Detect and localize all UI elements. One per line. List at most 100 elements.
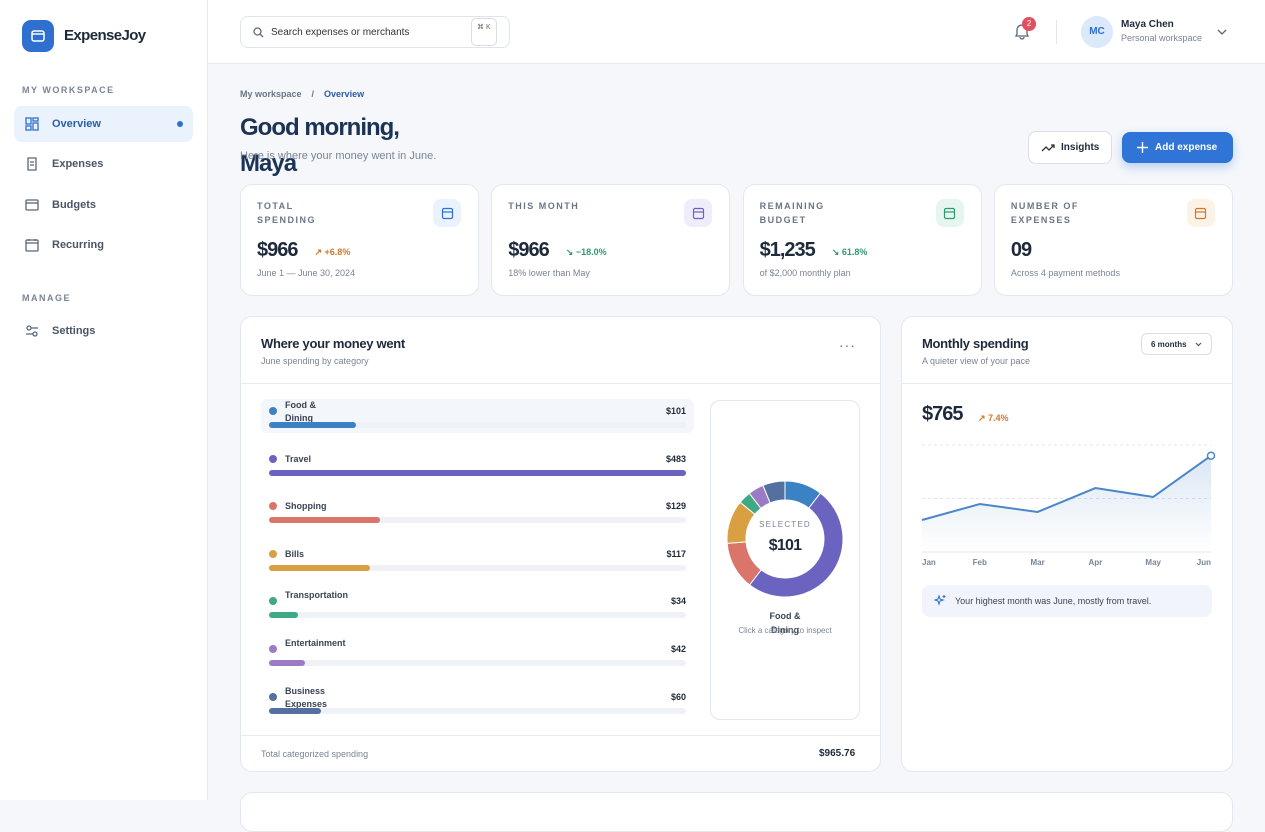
- donut-segment: [762, 480, 786, 504]
- change-value: 61.8%: [841, 247, 868, 257]
- stat-card: NUMBER OF EXPENSES 09 Across 4 payment met…: [993, 184, 1233, 296]
- greeting-subtitle: Here is where your money went in June.: [240, 150, 437, 162]
- logo: [22, 20, 54, 52]
- bar-track: [269, 422, 686, 428]
- card-title: Where your money went: [261, 336, 405, 351]
- category-value: $42: [670, 644, 686, 654]
- stat-change: ↘ 61.8%: [831, 247, 868, 257]
- bar-track: [269, 564, 686, 571]
- stat-card: REMAINING BUDGET $1,235 ↘ 61.8% of $2,000 m…: [742, 184, 982, 296]
- bar: [269, 422, 357, 428]
- brand: ExpenseJoy: [64, 27, 146, 44]
- line-chart: Jan Feb Mar Apr May Jun: [921, 444, 1216, 567]
- lower-card: [240, 792, 1233, 832]
- dot: [269, 645, 277, 653]
- range-label: 6 months: [1151, 340, 1187, 349]
- user-subtitle: Personal workspace: [1121, 33, 1203, 43]
- x-label: Jun: [1197, 558, 1211, 567]
- dot: [269, 502, 277, 511]
- category-value: $60: [670, 691, 686, 702]
- end-point: [1206, 451, 1216, 460]
- insight-note: Your highest month was June, mostly from…: [922, 585, 1212, 617]
- user-name: Maya Chen: [1121, 19, 1174, 30]
- stat-label: TOTAL SPENDING: [257, 201, 317, 225]
- section-label: MANAGE: [22, 293, 71, 303]
- donut-segment: [748, 492, 844, 598]
- avatar[interactable]: MC: [1081, 16, 1113, 48]
- greeting-title: Good morning, Maya: [240, 114, 400, 177]
- nav-label: Recurring: [52, 239, 104, 251]
- bar: [269, 660, 306, 666]
- separator: /: [311, 89, 315, 99]
- stat-label: THIS MONTH: [508, 201, 580, 211]
- stat-icon: [935, 199, 964, 227]
- category-value: $34: [670, 596, 686, 607]
- x-label: May: [1145, 558, 1161, 567]
- breadcrumb: My workspace / Overview: [240, 89, 364, 99]
- category-name: Shopping: [285, 501, 327, 512]
- bar-track: [269, 707, 686, 714]
- bar: [269, 469, 686, 476]
- stat-card: THIS MONTH $966 ↘ −18.0% 18% lower than May: [491, 184, 731, 296]
- stat-value: $1,235: [759, 239, 816, 261]
- crumb[interactable]: My workspace: [240, 89, 302, 99]
- nav-item[interactable]: Expenses: [14, 146, 193, 182]
- sidebar: ExpenseJoy MY WORKSPACE Overview Expense…: [0, 0, 208, 800]
- bar-track: [269, 660, 686, 666]
- monthly-change: ↗ 7.4%: [978, 413, 1009, 423]
- dot: [269, 549, 277, 558]
- category-name: Bills: [285, 548, 305, 559]
- donut-label: SELECTED: [759, 520, 811, 529]
- search[interactable]: Search expenses or merchants ⌘ K: [240, 16, 510, 48]
- category-name: Travel: [285, 453, 312, 464]
- dot: [269, 597, 277, 606]
- nav-label: Overview: [52, 118, 101, 130]
- nav-item[interactable]: Budgets: [14, 187, 193, 223]
- stat-icon: [1186, 199, 1215, 227]
- header: Search expenses or merchants ⌘ K 2 MC Ma…: [208, 0, 1265, 64]
- category-value: $101: [665, 406, 686, 416]
- category-value: $129: [665, 501, 686, 512]
- stat-note: June 1 — June 30, 2024: [257, 268, 356, 278]
- dot: [269, 454, 277, 463]
- insights-button[interactable]: Insights: [1028, 131, 1112, 164]
- donut-name: Food & Dining: [769, 611, 801, 635]
- divider: [902, 383, 1232, 384]
- more-button[interactable]: ···: [839, 337, 856, 353]
- add-expense-button[interactable]: Add expense: [1122, 132, 1233, 163]
- card-subtitle: June spending by category: [261, 356, 369, 366]
- footer-total: $965.76: [819, 748, 856, 759]
- stat-card: TOTAL SPENDING $966 ↗ +6.8% June 1 — June 3…: [240, 184, 479, 296]
- stat-value: 09: [1010, 239, 1032, 261]
- range-select[interactable]: 6 months: [1141, 333, 1212, 355]
- change-value: −18.0%: [575, 247, 607, 257]
- search-placeholder: Search expenses or merchants: [271, 26, 410, 38]
- bar: [269, 707, 321, 714]
- category-card: Where your money went June spending by c…: [240, 316, 881, 772]
- footer-label: Total categorized spending: [261, 749, 369, 759]
- category-name: Food & Dining: [285, 400, 316, 423]
- bar: [269, 612, 299, 619]
- bar-track: [269, 517, 686, 524]
- stat-value: $966: [257, 239, 298, 261]
- button-label: Add expense: [1155, 142, 1218, 153]
- category-name: Entertainment: [285, 638, 346, 648]
- x-label: Mar: [1030, 558, 1044, 567]
- section-label: MY WORKSPACE: [22, 85, 115, 95]
- donut: [726, 480, 844, 598]
- nav-item[interactable]: Overview: [14, 106, 193, 142]
- crumb: Overview: [324, 89, 365, 99]
- nav-item[interactable]: Settings: [14, 313, 193, 349]
- chevron[interactable]: [1217, 28, 1227, 36]
- stat-note: Across 4 payment methods: [1010, 268, 1120, 278]
- x-label: Feb: [973, 558, 987, 567]
- nav-item[interactable]: Recurring: [14, 227, 193, 263]
- x-label: Apr: [1089, 558, 1103, 567]
- card-subtitle: A quieter view of your pace: [922, 356, 1031, 366]
- nav-label: Expenses: [52, 158, 104, 170]
- stat-icon: [433, 199, 461, 227]
- divider: [241, 735, 880, 736]
- category-value: $117: [666, 548, 686, 559]
- active-dot: [177, 121, 183, 127]
